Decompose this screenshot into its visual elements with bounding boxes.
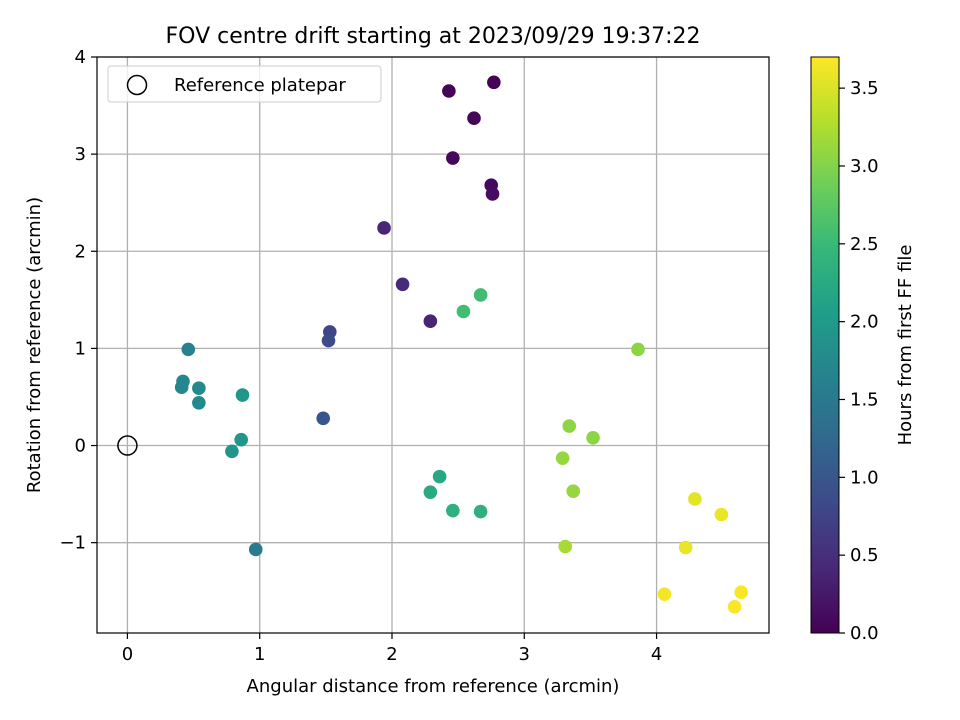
colorbar-tick-label: 0.5 [850,545,879,566]
scatter-point [688,492,702,506]
scatter-point [192,381,206,396]
plot-frame [96,56,770,634]
colorbar-tick-label: 3.0 [850,156,879,177]
y-tick-label: 4 [75,47,86,68]
scatter-points [117,75,749,614]
scatter-point [487,75,501,90]
scatter-point [473,288,488,302]
scatter-point [562,419,577,433]
scatter-point [485,187,500,201]
axes: 0 1 2 3 4 −1 0 1 2 3 4 [59,47,770,665]
scatter-point [442,84,456,98]
scatter-point [727,599,742,614]
scatter-point [558,539,573,554]
scatter-point [248,542,263,557]
scatter-point [423,314,438,329]
y-tick-label: 2 [75,241,86,262]
colorbar-tick-label: 2.5 [850,234,879,255]
x-axis-label: Angular distance from reference (arcmin) [247,676,620,697]
grid [97,56,769,633]
colorbar-tick-label: 0.0 [850,623,879,644]
scatter-point [377,221,391,235]
colorbar-label: Hours from first FF file [895,245,916,446]
scatter-point [446,503,460,518]
scatter-point [678,540,693,555]
y-tick-label: 3 [75,144,86,165]
scatter-point [446,151,460,165]
colorbar: 0.0 0.5 1.0 1.5 2.0 2.5 3.0 3.5 [810,56,879,644]
scatter-point [631,342,645,357]
scatter-point [566,484,581,498]
colorbar-tick-label: 2.0 [850,312,879,333]
scatter-point [586,430,600,445]
colorbar-gradient [810,56,840,634]
scatter-point [456,304,471,319]
colorbar-tick-label: 1.5 [850,389,879,410]
y-tick-label: 0 [75,436,86,457]
x-tick-label: 4 [651,644,662,665]
colorbar-tick-label: 1.0 [850,467,879,488]
scatter-point [174,380,189,395]
x-tick-label: 3 [519,644,530,665]
x-tick-label: 1 [254,644,265,665]
scatter-point [181,342,196,357]
scatter-point [225,444,239,459]
scatter-point [714,507,729,522]
legend-label: Reference platepar [174,75,346,96]
scatter-point [555,451,570,465]
y-axis-label: Rotation from reference (arcmin) [24,197,45,493]
scatter-point [234,432,248,447]
scatter-point [423,485,438,499]
legend-box [107,65,382,103]
reference-platepar-marker [117,435,138,456]
scatter-point [432,469,447,484]
scatter-point [734,585,749,600]
scatter-point [235,388,250,402]
y-tick-label: 1 [75,338,86,359]
scatter-point [657,587,672,601]
x-tick-label: 2 [386,644,397,665]
legend-marker-open-circle [126,74,148,96]
scatter-point [316,411,331,426]
colorbar-tick-label: 3.5 [850,78,879,99]
scatter-point [467,111,481,125]
legend: Reference platepar [107,65,382,103]
scatter-point [321,333,336,348]
chart-title: FOV centre drift starting at 2023/09/29 … [166,24,701,49]
scatter-point [395,277,410,292]
scatter-point [473,504,488,519]
x-tick-label: 0 [122,644,133,665]
y-tick-label: −1 [59,533,86,554]
scatter-point [192,395,206,410]
